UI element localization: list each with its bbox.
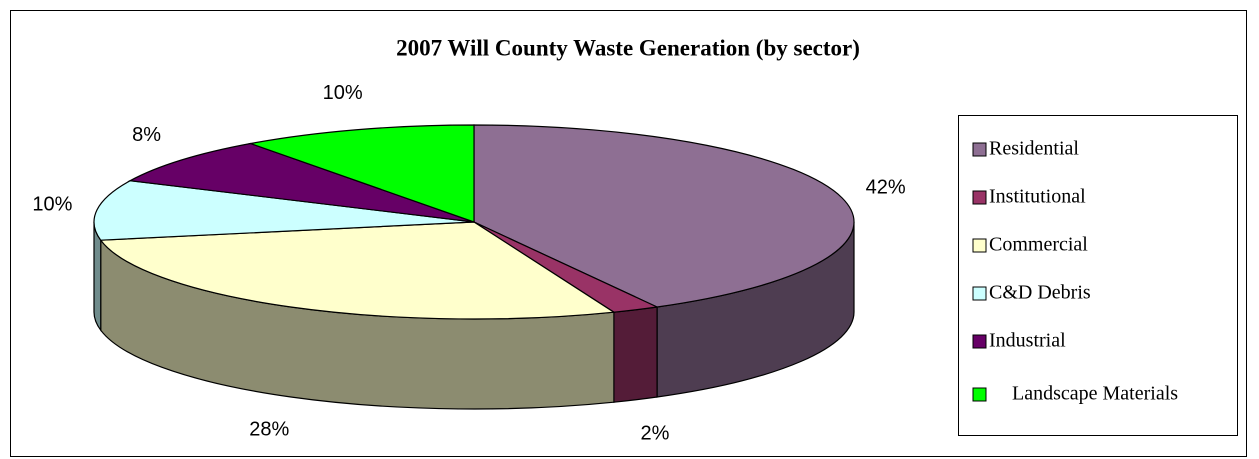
data-label: 10% — [323, 82, 363, 104]
legend-swatch — [973, 388, 986, 401]
slice-side — [614, 307, 657, 402]
data-label: 28% — [249, 419, 289, 441]
legend-swatch — [973, 143, 986, 156]
legend-swatch — [973, 335, 986, 348]
data-label: 10% — [32, 193, 72, 215]
legend-swatch — [973, 239, 986, 252]
legend-label: Residential — [989, 138, 1079, 160]
legend-label: Industrial — [989, 330, 1066, 352]
legend-label: C&D Debris — [989, 282, 1091, 304]
legend-label: Institutional — [989, 186, 1086, 208]
legend-label: Commercial — [989, 234, 1088, 256]
data-label: 42% — [866, 177, 906, 199]
chart: 2007 Will County Waste Generation (by se… — [0, 0, 1259, 459]
page: {"chart_data": {"type": "pie3d", "title"… — [0, 0, 1259, 459]
legend-swatch — [973, 191, 986, 204]
chart-title: 2007 Will County Waste Generation (by se… — [396, 35, 860, 60]
data-label: 8% — [132, 124, 161, 146]
legend-label: Landscape Materials — [1012, 383, 1178, 405]
legend-swatch — [973, 287, 986, 300]
data-label: 2% — [641, 422, 670, 444]
